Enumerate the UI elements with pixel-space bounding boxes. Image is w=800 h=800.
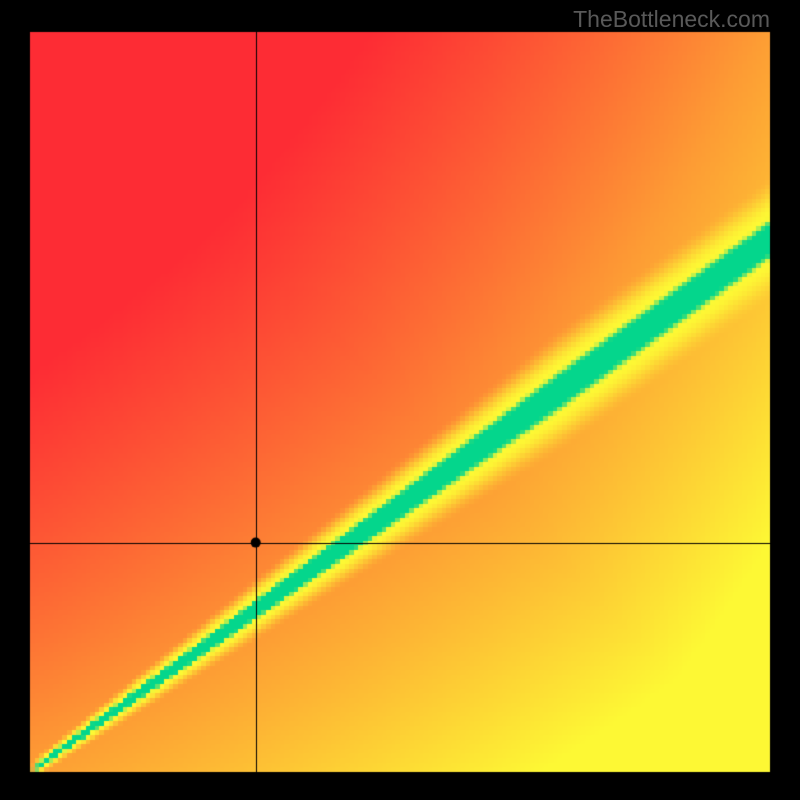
bottleneck-heatmap — [0, 0, 800, 800]
watermark-text: TheBottleneck.com — [573, 6, 770, 33]
chart-container: TheBottleneck.com — [0, 0, 800, 800]
